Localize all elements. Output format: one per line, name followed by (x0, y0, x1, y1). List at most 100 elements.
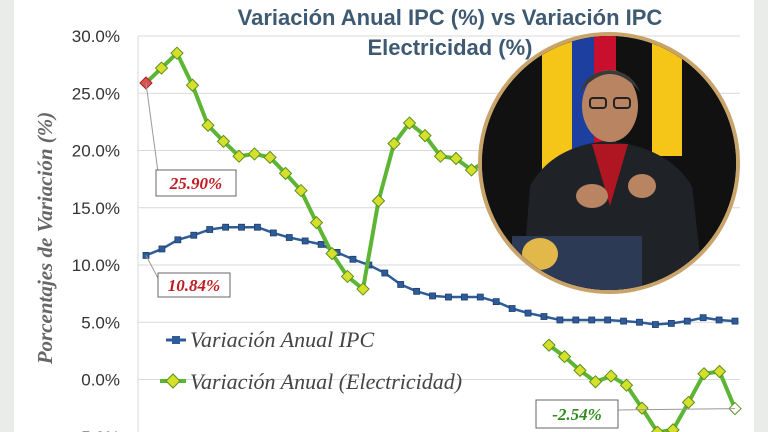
data-point (557, 349, 572, 364)
annotation-leader (617, 408, 736, 411)
data-point (604, 316, 612, 324)
left-border (0, 0, 14, 432)
data-point (278, 166, 293, 181)
data-point (652, 321, 659, 328)
data-point (464, 163, 479, 177)
data-point (397, 281, 405, 288)
data-point (309, 215, 324, 230)
data-point (731, 317, 739, 325)
data-point (371, 194, 386, 208)
y-tick-label: 5.0% (81, 313, 120, 332)
y-tick-label: 20.0% (72, 142, 120, 161)
data-point (604, 369, 618, 383)
data-point (201, 118, 215, 133)
data-point (433, 149, 448, 163)
legend-marker-ipc (172, 336, 180, 344)
data-point (206, 226, 214, 233)
y-axis-ticks: 30.0% 25.0% 20.0% 15.0% 10.0% 5.0% 0.0% -5.0% (72, 27, 120, 432)
data-point (418, 128, 432, 143)
annotations: 25.90% 10.84% -2.54% (145, 82, 736, 429)
flag-yellow-stripe-2 (652, 36, 682, 156)
data-point (619, 378, 634, 392)
series-ipc (142, 223, 739, 328)
speaker-hand-left (576, 184, 608, 208)
data-point (650, 425, 665, 432)
data-point (349, 255, 357, 263)
legend-entry-electricidad: Variación Anual (Electricidad) (190, 369, 462, 394)
data-point (697, 367, 711, 381)
data-point (356, 282, 370, 296)
series-electricidad (139, 46, 742, 432)
y-axis-label: Porcentajes de Variación (%) (33, 112, 57, 366)
data-point (572, 316, 580, 324)
data-point (269, 229, 277, 237)
data-point (254, 223, 261, 231)
data-point (402, 116, 417, 130)
data-point (238, 223, 245, 231)
legend-marker-electricidad (165, 373, 181, 389)
annotation-box (155, 169, 237, 197)
data-point (429, 292, 436, 300)
y-tick-label: 10.0% (72, 256, 120, 275)
data-point (588, 316, 596, 324)
annotation-label: -2.54% (552, 405, 602, 424)
y-tick-label: 0.0% (81, 371, 120, 390)
data-point (476, 293, 484, 301)
data-point (317, 240, 325, 248)
data-point (170, 46, 184, 60)
data-point (666, 423, 680, 432)
data-point (635, 401, 649, 415)
speaker-photo (478, 32, 740, 294)
speaker-shirt (592, 144, 628, 206)
y-tick-label: 30.0% (72, 27, 120, 46)
speaker-photo-illustration (482, 36, 736, 290)
data-point (381, 269, 389, 277)
data-point (216, 134, 231, 149)
data-point (620, 317, 627, 325)
data-point (387, 136, 401, 151)
annotation-leader (145, 82, 159, 173)
data-point (699, 314, 707, 322)
data-point (232, 149, 246, 163)
data-point (285, 234, 293, 241)
annotation-box (535, 399, 619, 429)
chart-title-line-1: Variación Anual IPC (%) vs Variación IPC (237, 5, 663, 30)
chart-title-line-2: Electricidad (%) (367, 35, 533, 60)
y-tick-label: 15.0% (72, 199, 120, 218)
coat-of-arms-icon (522, 238, 558, 270)
data-point (263, 150, 277, 165)
annotation-box (157, 272, 231, 298)
data-point (524, 309, 532, 317)
speaker-hand-right (628, 174, 656, 198)
data-point (588, 375, 603, 389)
y-tick-label: -5.0% (76, 428, 120, 432)
data-point (681, 395, 696, 410)
series (139, 46, 742, 432)
data-point (683, 317, 691, 325)
data-point (445, 293, 452, 301)
annotation-label: 25.90% (169, 174, 222, 193)
data-point (158, 245, 166, 253)
data-point (185, 78, 200, 92)
data-point (508, 305, 516, 312)
data-point (573, 363, 587, 378)
data-point (636, 318, 643, 326)
data-point (492, 298, 500, 306)
right-border (754, 0, 768, 432)
legend: Variación Anual IPC Variación Anual (Ele… (160, 327, 462, 394)
data-point (154, 61, 169, 75)
data-point (340, 269, 355, 284)
speaker-hair (580, 70, 640, 92)
annotation-label: 10.84% (168, 276, 220, 295)
data-point (247, 147, 262, 161)
data-point (301, 237, 309, 245)
speaker-face (582, 70, 638, 142)
data-point (715, 316, 723, 324)
data-point (460, 293, 468, 301)
data-point (190, 231, 198, 239)
data-point (556, 316, 564, 324)
y-tick-label: 25.0% (72, 84, 120, 103)
data-point (294, 183, 308, 198)
data-point (667, 319, 675, 327)
data-point (712, 364, 727, 379)
